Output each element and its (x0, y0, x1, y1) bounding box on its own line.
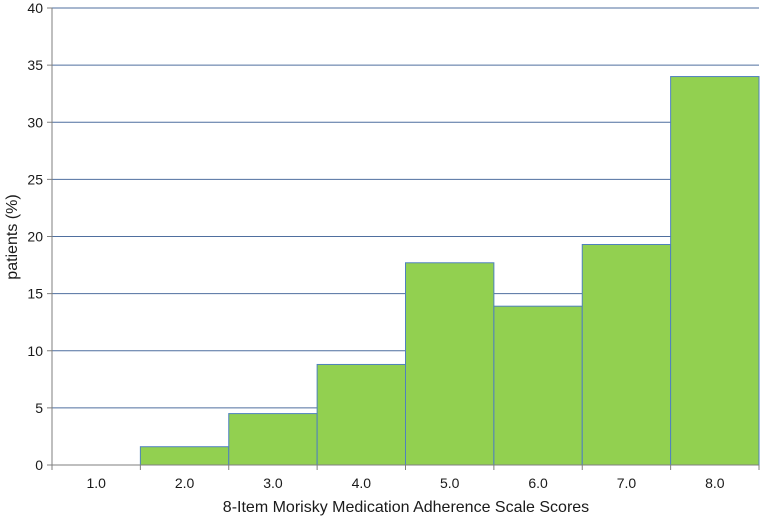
x-tick-label: 4.0 (352, 475, 372, 491)
y-tick-label: 5 (35, 400, 43, 416)
bar-3.0 (228, 413, 318, 466)
x-tick-labels: 1.0 2.0 3.0 4.0 5.0 6.0 7.0 8.0 (86, 475, 724, 491)
bars (139, 76, 760, 466)
x-tick-label: 1.0 (86, 475, 106, 491)
bar-5.0 (405, 262, 495, 466)
x-tick-label: 7.0 (617, 475, 637, 491)
x-axis-title: 8-Item Morisky Medication Adherence Scal… (223, 499, 589, 516)
y-axis-title: patients (%) (4, 194, 21, 279)
y-tick-label: 40 (27, 0, 43, 16)
y-tick-label: 25 (27, 171, 43, 187)
x-tick-label: 5.0 (440, 475, 460, 491)
y-tick-label: 20 (27, 229, 43, 245)
y-tick-label: 35 (27, 57, 43, 73)
y-tick-label: 0 (35, 457, 43, 473)
bar-4.0 (316, 363, 406, 466)
axes (51, 8, 760, 470)
y-tick-label: 10 (27, 343, 43, 359)
x-tick-label: 6.0 (528, 475, 548, 491)
bar-8.0 (670, 76, 760, 466)
x-tick-label: 2.0 (175, 475, 195, 491)
x-tick-label: 8.0 (705, 475, 725, 491)
y-tick-label: 30 (27, 114, 43, 130)
bar-2.0 (139, 446, 230, 466)
bar-6.0 (493, 305, 583, 466)
y-tick-labels: 0 5 10 15 20 25 30 35 40 (27, 0, 43, 473)
y-tick-label: 15 (27, 286, 43, 302)
bar-7.0 (581, 243, 672, 466)
x-tick-label: 3.0 (263, 475, 283, 491)
